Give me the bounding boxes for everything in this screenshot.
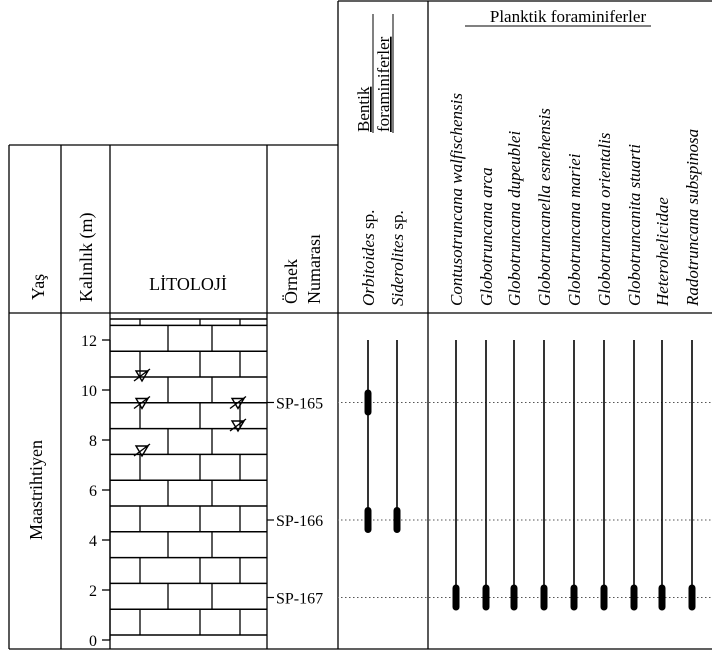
scale-tick-label: 2 bbox=[89, 583, 97, 600]
benthic-species-name: Orbitoides sp. bbox=[359, 210, 378, 306]
scale-tick-label: 4 bbox=[89, 533, 97, 550]
header-sample-line1: Örnek bbox=[281, 259, 301, 304]
planktic-species-name: Globotruncanita stuarti bbox=[625, 144, 644, 306]
occurrence-bar bbox=[600, 584, 608, 611]
occurrence-bar bbox=[364, 507, 372, 533]
age-label: Maastrihtiyen bbox=[26, 440, 46, 540]
occurrence-bar bbox=[393, 507, 401, 533]
planktic-species-name: Radotruncana subspinosa bbox=[683, 129, 702, 307]
fossil-symbol-icon bbox=[229, 395, 247, 410]
sample-label: SP-167 bbox=[276, 591, 323, 608]
scale-tick-label: 8 bbox=[89, 433, 97, 450]
benthic-species-name: Siderolites sp. bbox=[388, 210, 407, 306]
fossil-symbol-icon bbox=[133, 395, 151, 410]
scale-tick-label: 0 bbox=[89, 633, 97, 650]
planktic-species-name: Globotruncanella esnehensis bbox=[535, 108, 554, 306]
header-planktic: Planktik foraminiferler bbox=[490, 7, 647, 26]
header-benthic-line2: foraminiferler bbox=[374, 36, 393, 132]
fossil-stroke bbox=[229, 418, 247, 433]
fossil-stroke bbox=[133, 395, 151, 410]
species-genus: Orbitoides bbox=[359, 233, 378, 306]
sample-label: SP-165 bbox=[276, 396, 323, 413]
scale-tick-label: 12 bbox=[81, 333, 97, 350]
planktic-species-name: Globotruncana mariei bbox=[565, 153, 584, 306]
header-benthic-line1: Bentik bbox=[354, 86, 373, 132]
scale-tick-label: 10 bbox=[81, 383, 97, 400]
fossil-symbol-icon bbox=[133, 443, 151, 458]
occurrence-bar bbox=[540, 584, 548, 611]
occurrence-bar bbox=[570, 584, 578, 611]
header-sample-line2: Numarası bbox=[304, 234, 324, 304]
fossil-symbol-icon bbox=[133, 368, 151, 383]
planktic-species-name: Globotruncana orientalis bbox=[595, 132, 614, 306]
species-suffix: sp. bbox=[359, 210, 378, 234]
planktic-species-name: Heterohelicidae bbox=[653, 197, 672, 307]
planktic-species-name: Globotruncana arca bbox=[477, 167, 496, 306]
table-frame bbox=[8, 0, 712, 650]
occurrence-bar bbox=[452, 584, 460, 611]
occurrence-bar bbox=[482, 584, 490, 611]
fossil-stroke bbox=[133, 443, 151, 458]
species-suffix: sp. bbox=[388, 210, 407, 234]
fossil-symbol-icon bbox=[229, 418, 247, 433]
species-ranges bbox=[364, 340, 696, 611]
sample-label: SP-166 bbox=[276, 513, 323, 530]
fossil-stroke bbox=[133, 368, 151, 383]
header-thickness: Kalınlık (m) bbox=[76, 213, 97, 302]
occurrence-bar bbox=[658, 584, 666, 611]
occurrence-bar bbox=[364, 389, 372, 416]
species-headers: Orbitoides sp.Siderolites sp. Contusotrun… bbox=[359, 93, 702, 307]
planktic-species-name: Globotruncana dupeublei bbox=[505, 131, 524, 306]
scale-tick-label: 6 bbox=[89, 483, 97, 500]
sample-markers: SP-165 SP-166 SP-167 bbox=[267, 396, 712, 608]
lithology-column bbox=[110, 318, 267, 636]
occurrence-bar bbox=[510, 584, 518, 611]
occurrence-bar bbox=[688, 584, 696, 611]
thickness-scale: 0 2 4 6 8 10 12 bbox=[81, 333, 111, 650]
occurrence-bar bbox=[630, 584, 638, 611]
header-age: Yaş bbox=[28, 274, 48, 300]
species-genus: Siderolites bbox=[388, 234, 407, 306]
planktic-species-name: Contusotruncana walfischensis bbox=[447, 93, 466, 306]
fossil-stroke bbox=[229, 395, 247, 410]
header-lithology: LİTOLOJİ bbox=[149, 274, 227, 294]
